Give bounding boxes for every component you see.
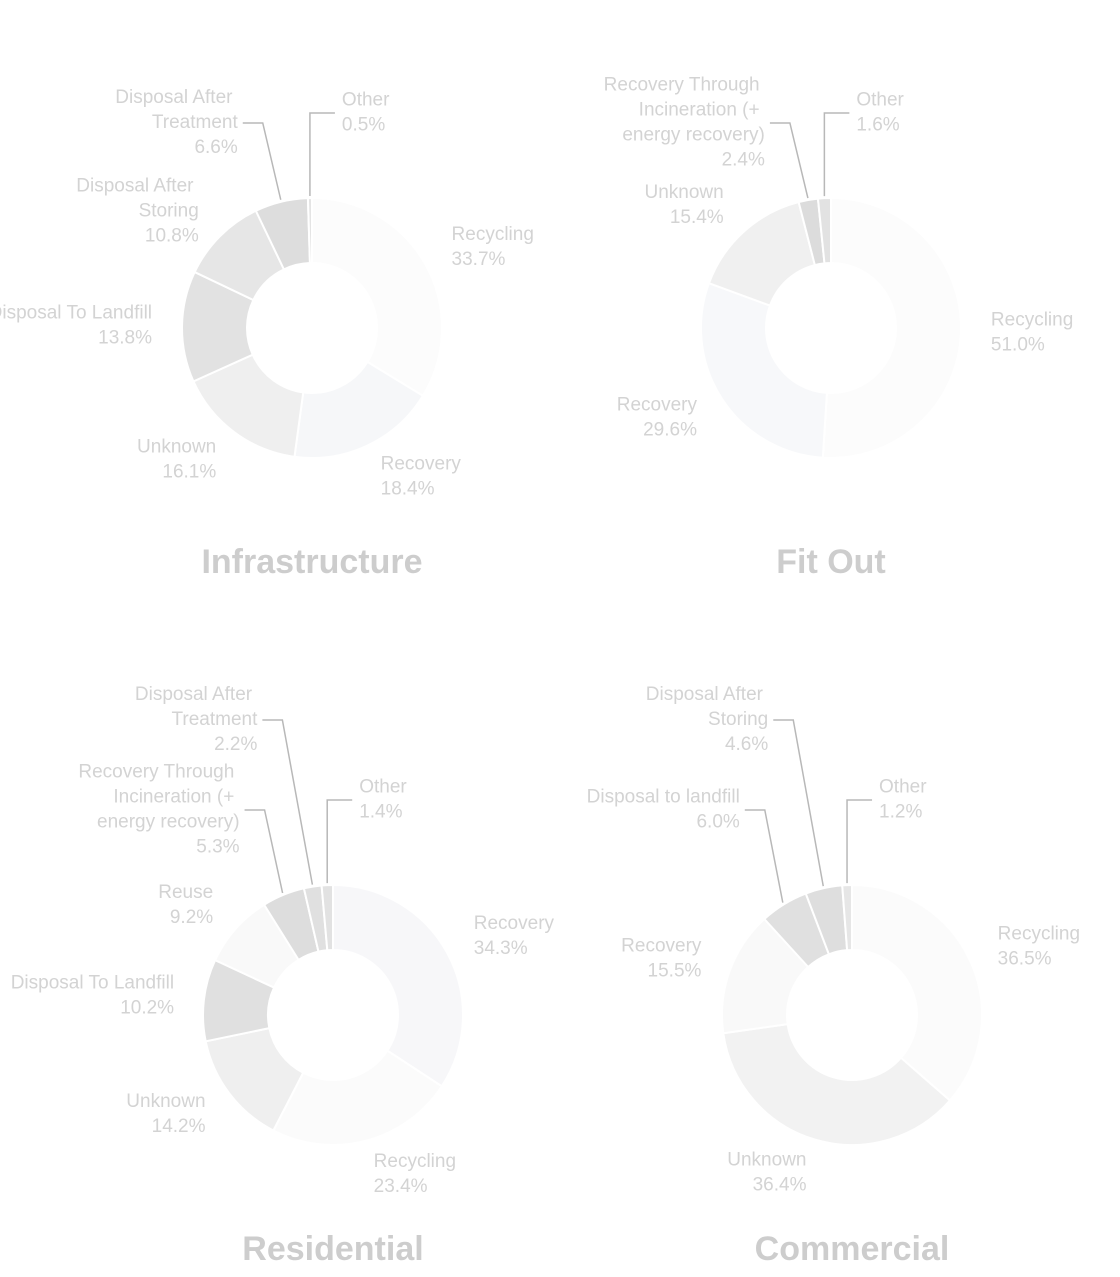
slice-label: Disposal After Storing — [76, 175, 199, 221]
slice-value-label: 2.4% — [722, 150, 765, 171]
slice-label: Recycling — [991, 310, 1073, 331]
donut-segment — [851, 883, 983, 1102]
leader-line — [242, 122, 282, 200]
donut-segment — [272, 1049, 444, 1146]
leader-line — [262, 719, 314, 885]
slice-label: Unknown — [644, 182, 723, 203]
donut-segment — [816, 196, 832, 265]
slice-value-label: 6.0% — [696, 812, 739, 833]
donut-segment — [821, 196, 962, 459]
slice-label: Recovery Through Incineration (+ energy … — [604, 75, 765, 146]
donut-segment — [320, 883, 334, 952]
slice-label: Disposal To Landfill — [11, 972, 174, 993]
slice-value-label: 15.5% — [648, 961, 702, 982]
leader-line — [309, 112, 335, 197]
chart-title: Residential — [242, 1230, 423, 1268]
chart-title: Fit Out — [776, 543, 886, 581]
slice-label: Recovery — [381, 454, 462, 475]
slice-label: Unknown — [126, 1091, 205, 1112]
slice-value-label: 23.4% — [374, 1176, 428, 1197]
donut-segment — [700, 281, 828, 459]
slice-label: Recycling — [374, 1151, 456, 1172]
slice-label: Disposal After Treatment — [135, 684, 258, 730]
leader-line — [244, 809, 284, 894]
slice-label: Other — [879, 777, 927, 798]
slice-value-label: 34.3% — [474, 938, 528, 959]
donut-segment — [311, 196, 443, 398]
slice-value-label: 18.4% — [381, 479, 435, 500]
leader-line — [823, 112, 850, 197]
slice-label: Other — [342, 90, 390, 111]
slice-value-label: 13.8% — [98, 328, 152, 349]
leader-line — [744, 809, 784, 903]
slice-value-label: 33.7% — [452, 249, 506, 270]
slice-label: Recycling — [998, 923, 1080, 944]
slice-value-label: 10.8% — [145, 225, 199, 246]
donut-segment — [306, 196, 313, 265]
slice-value-label: 6.6% — [194, 137, 237, 158]
slice-value-label: 5.3% — [196, 837, 239, 858]
slice-value-label: 36.5% — [998, 948, 1052, 969]
slice-value-label: 1.6% — [856, 115, 899, 136]
slice-label: Other — [856, 90, 904, 111]
slice-value-label: 14.2% — [152, 1116, 206, 1137]
slice-label: Unknown — [137, 437, 216, 458]
leader-line — [326, 799, 353, 884]
chart-title: Infrastructure — [201, 543, 422, 581]
slice-label: Recovery — [621, 936, 702, 957]
slice-label: Disposal After Storing — [646, 684, 769, 730]
slice-value-label: 29.6% — [643, 420, 697, 441]
slice-value-label: 15.4% — [670, 207, 724, 228]
slice-value-label: 36.4% — [753, 1175, 807, 1196]
leader-line — [773, 719, 824, 887]
slice-label: Recovery — [474, 913, 555, 934]
slice-value-label: 4.6% — [725, 734, 768, 755]
slice-label: Recovery — [617, 395, 698, 416]
slice-label: Disposal To Landfill — [0, 303, 152, 324]
donut-segment — [841, 883, 853, 952]
leader-line — [769, 122, 809, 199]
slice-value-label: 1.4% — [359, 802, 402, 823]
donut-segment — [332, 883, 464, 1088]
slice-label: Recovery Through Incineration (+ energy … — [78, 762, 239, 833]
slice-value-label: 1.2% — [879, 802, 922, 823]
slice-label: Other — [359, 777, 407, 798]
slice-label: Unknown — [727, 1150, 806, 1171]
slice-label: Recycling — [452, 224, 534, 245]
leader-line — [846, 799, 873, 884]
donut-segment — [707, 200, 817, 307]
donut-segment — [722, 1023, 952, 1146]
slice-value-label: 9.2% — [170, 907, 213, 928]
chart-title: Commercial — [755, 1230, 950, 1268]
slice-value-label: 10.2% — [120, 997, 174, 1018]
slice-value-label: 0.5% — [342, 115, 385, 136]
slice-value-label: 2.2% — [214, 734, 257, 755]
slice-label: Disposal to landfill — [587, 787, 740, 808]
slice-value-label: 16.1% — [162, 462, 216, 483]
slice-label: Reuse — [158, 882, 213, 903]
slice-value-label: 51.0% — [991, 335, 1045, 356]
slice-label: Disposal After Treatment — [115, 87, 238, 133]
